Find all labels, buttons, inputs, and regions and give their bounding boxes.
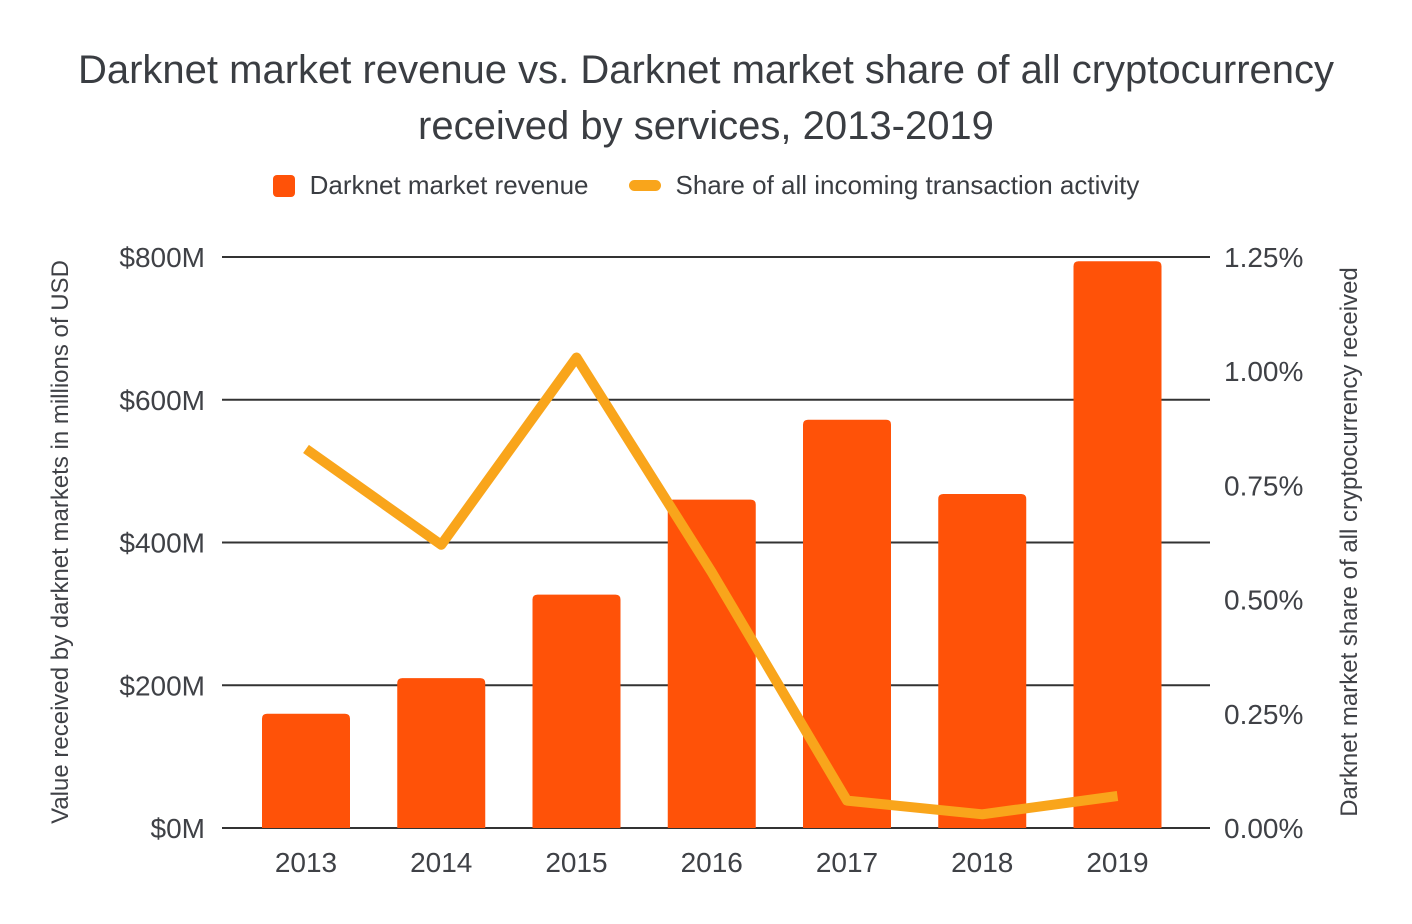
bar-2016 (667, 499, 756, 828)
legend-label-share: Share of all incoming transaction activi… (675, 170, 1140, 200)
share-line (303, 352, 1119, 820)
right-axis-title: Darknet market share of all cryptocurren… (1336, 267, 1363, 817)
legend-label-revenue: Darknet market revenue (309, 170, 589, 200)
y-axis-left-tick-label: $800M (119, 242, 205, 273)
line-series-swatch-icon (628, 180, 661, 191)
y-axis-left-tick-label: $200M (119, 670, 205, 701)
y-axis-left-tick-label: $600M (119, 385, 205, 416)
x-axis-tick-label: 2014 (410, 847, 472, 878)
x-axis-tick-label: 2019 (1086, 847, 1148, 878)
y-axis-right-tick-label: 0.00% (1224, 813, 1303, 844)
y-axis-right-tick-label: 0.25% (1224, 699, 1303, 730)
x-axis-tick-label: 2017 (816, 847, 878, 878)
x-axis-tick-label: 2013 (275, 847, 337, 878)
y-axis-right-tick-label: 0.50% (1224, 585, 1303, 616)
y-axis-right-tick-label: 1.25% (1224, 242, 1303, 273)
x-axis-tick-label: 2015 (545, 847, 607, 878)
bar-2019 (1073, 261, 1162, 829)
bar-2013 (262, 713, 350, 828)
bar-2015 (532, 594, 621, 828)
y-axis-right-tick-label: 0.75% (1224, 470, 1303, 501)
legend-item-revenue: Darknet market revenue (272, 170, 589, 201)
bar-2018 (938, 493, 1027, 828)
bar-series-swatch-icon (272, 174, 295, 197)
chart-title: Darknet market revenue vs. Darknet marke… (77, 48, 1335, 148)
y-axis-left-tick-label: $400M (119, 528, 205, 559)
y-axis-left-tick-label: $0M (151, 813, 205, 844)
x-axis-tick-label: 2018 (951, 847, 1013, 878)
legend: Darknet market revenue Share of all inco… (0, 170, 1412, 201)
left-axis-title: Value received by darknet markets in mil… (47, 260, 74, 824)
x-axis-tick-label: 2016 (681, 847, 743, 878)
legend-item-share: Share of all incoming transaction activi… (628, 170, 1140, 201)
y-axis-right-tick-label: 1.00% (1224, 356, 1303, 387)
bar-2014 (397, 678, 486, 828)
bar-2017 (803, 419, 891, 828)
